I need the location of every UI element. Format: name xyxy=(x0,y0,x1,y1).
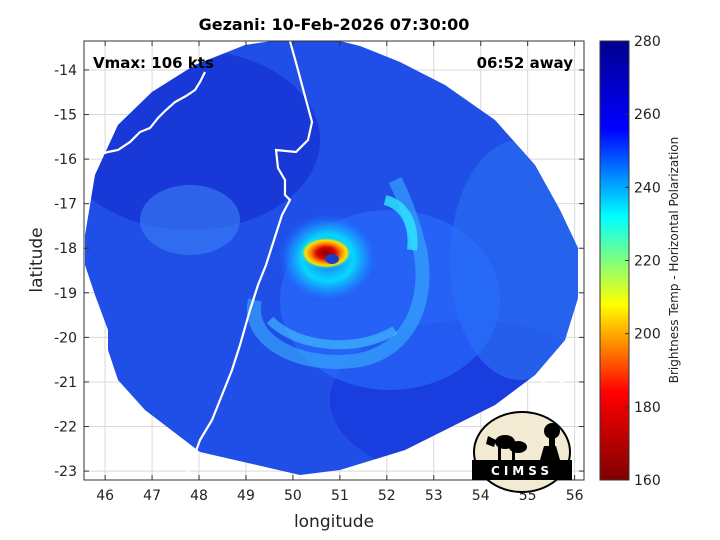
rainband-south xyxy=(266,316,398,350)
mozambique-coastline xyxy=(84,71,206,160)
y-tick-label: -19 xyxy=(54,286,77,302)
chart-title: Gezani: 10-Feb-2026 07:30:00 xyxy=(199,15,470,34)
y-axis-label: latitude xyxy=(27,227,47,292)
coastline xyxy=(84,41,570,480)
cimss-logo: CIMSS xyxy=(472,411,572,493)
x-tick-label: 50 xyxy=(284,488,302,504)
x-tick-label: 53 xyxy=(425,488,443,504)
colorbar-tick-label: 220 xyxy=(634,254,661,270)
storm-eye xyxy=(300,237,352,269)
madagascar-coastline xyxy=(183,41,314,480)
x-axis-label: longitude xyxy=(294,512,374,532)
island-coastline xyxy=(538,376,570,399)
x-tick-label: 56 xyxy=(566,488,584,504)
colorbar-ticks: 160 180 200 220 240 260 280 xyxy=(625,34,661,489)
x-tick-label: 54 xyxy=(472,488,490,504)
vmax-annotation: Vmax: 106 kts xyxy=(93,54,214,72)
colorbar-tick-label: 200 xyxy=(634,327,661,343)
y-tick-label: -17 xyxy=(54,197,77,213)
x-tick-label: 49 xyxy=(237,488,255,504)
y-tick-label: -14 xyxy=(54,63,77,79)
colorbar-gradient xyxy=(599,40,630,481)
x-tick-label: 46 xyxy=(96,488,114,504)
eye-center xyxy=(325,254,339,264)
y-tick-label: -18 xyxy=(54,241,77,257)
colorbar-tick-label: 160 xyxy=(634,473,661,489)
colorbar-tick-label: 280 xyxy=(634,34,661,50)
y-tick-label: -23 xyxy=(54,464,77,480)
x-tick-label: 52 xyxy=(378,488,396,504)
y-tick-label: -20 xyxy=(54,330,77,346)
y-tick-label: -15 xyxy=(54,108,77,124)
x-tick-label: 48 xyxy=(190,488,208,504)
cimss-logo-text: CIMSS xyxy=(491,464,553,478)
colorbar: 160 180 200 220 240 260 280 Brightness Temp - … xyxy=(599,34,681,489)
colorbar-tick-label: 180 xyxy=(634,400,661,416)
y-tick-label: -22 xyxy=(54,420,77,436)
colorbar-tick-label: 260 xyxy=(634,107,661,123)
colorbar-label: Brightness Temp - Horizontal Polarizatio… xyxy=(667,137,681,384)
x-tick-label: 51 xyxy=(331,488,349,504)
y-tick-label: -21 xyxy=(54,375,77,391)
y-tick-label: -16 xyxy=(54,152,77,168)
time-away-annotation: 06:52 away xyxy=(477,54,574,72)
x-tick-label: 47 xyxy=(143,488,161,504)
swath-light-band xyxy=(140,185,240,255)
axes-frame xyxy=(83,40,585,481)
rainband-north xyxy=(383,195,418,251)
colorbar-tick-label: 240 xyxy=(634,180,661,196)
